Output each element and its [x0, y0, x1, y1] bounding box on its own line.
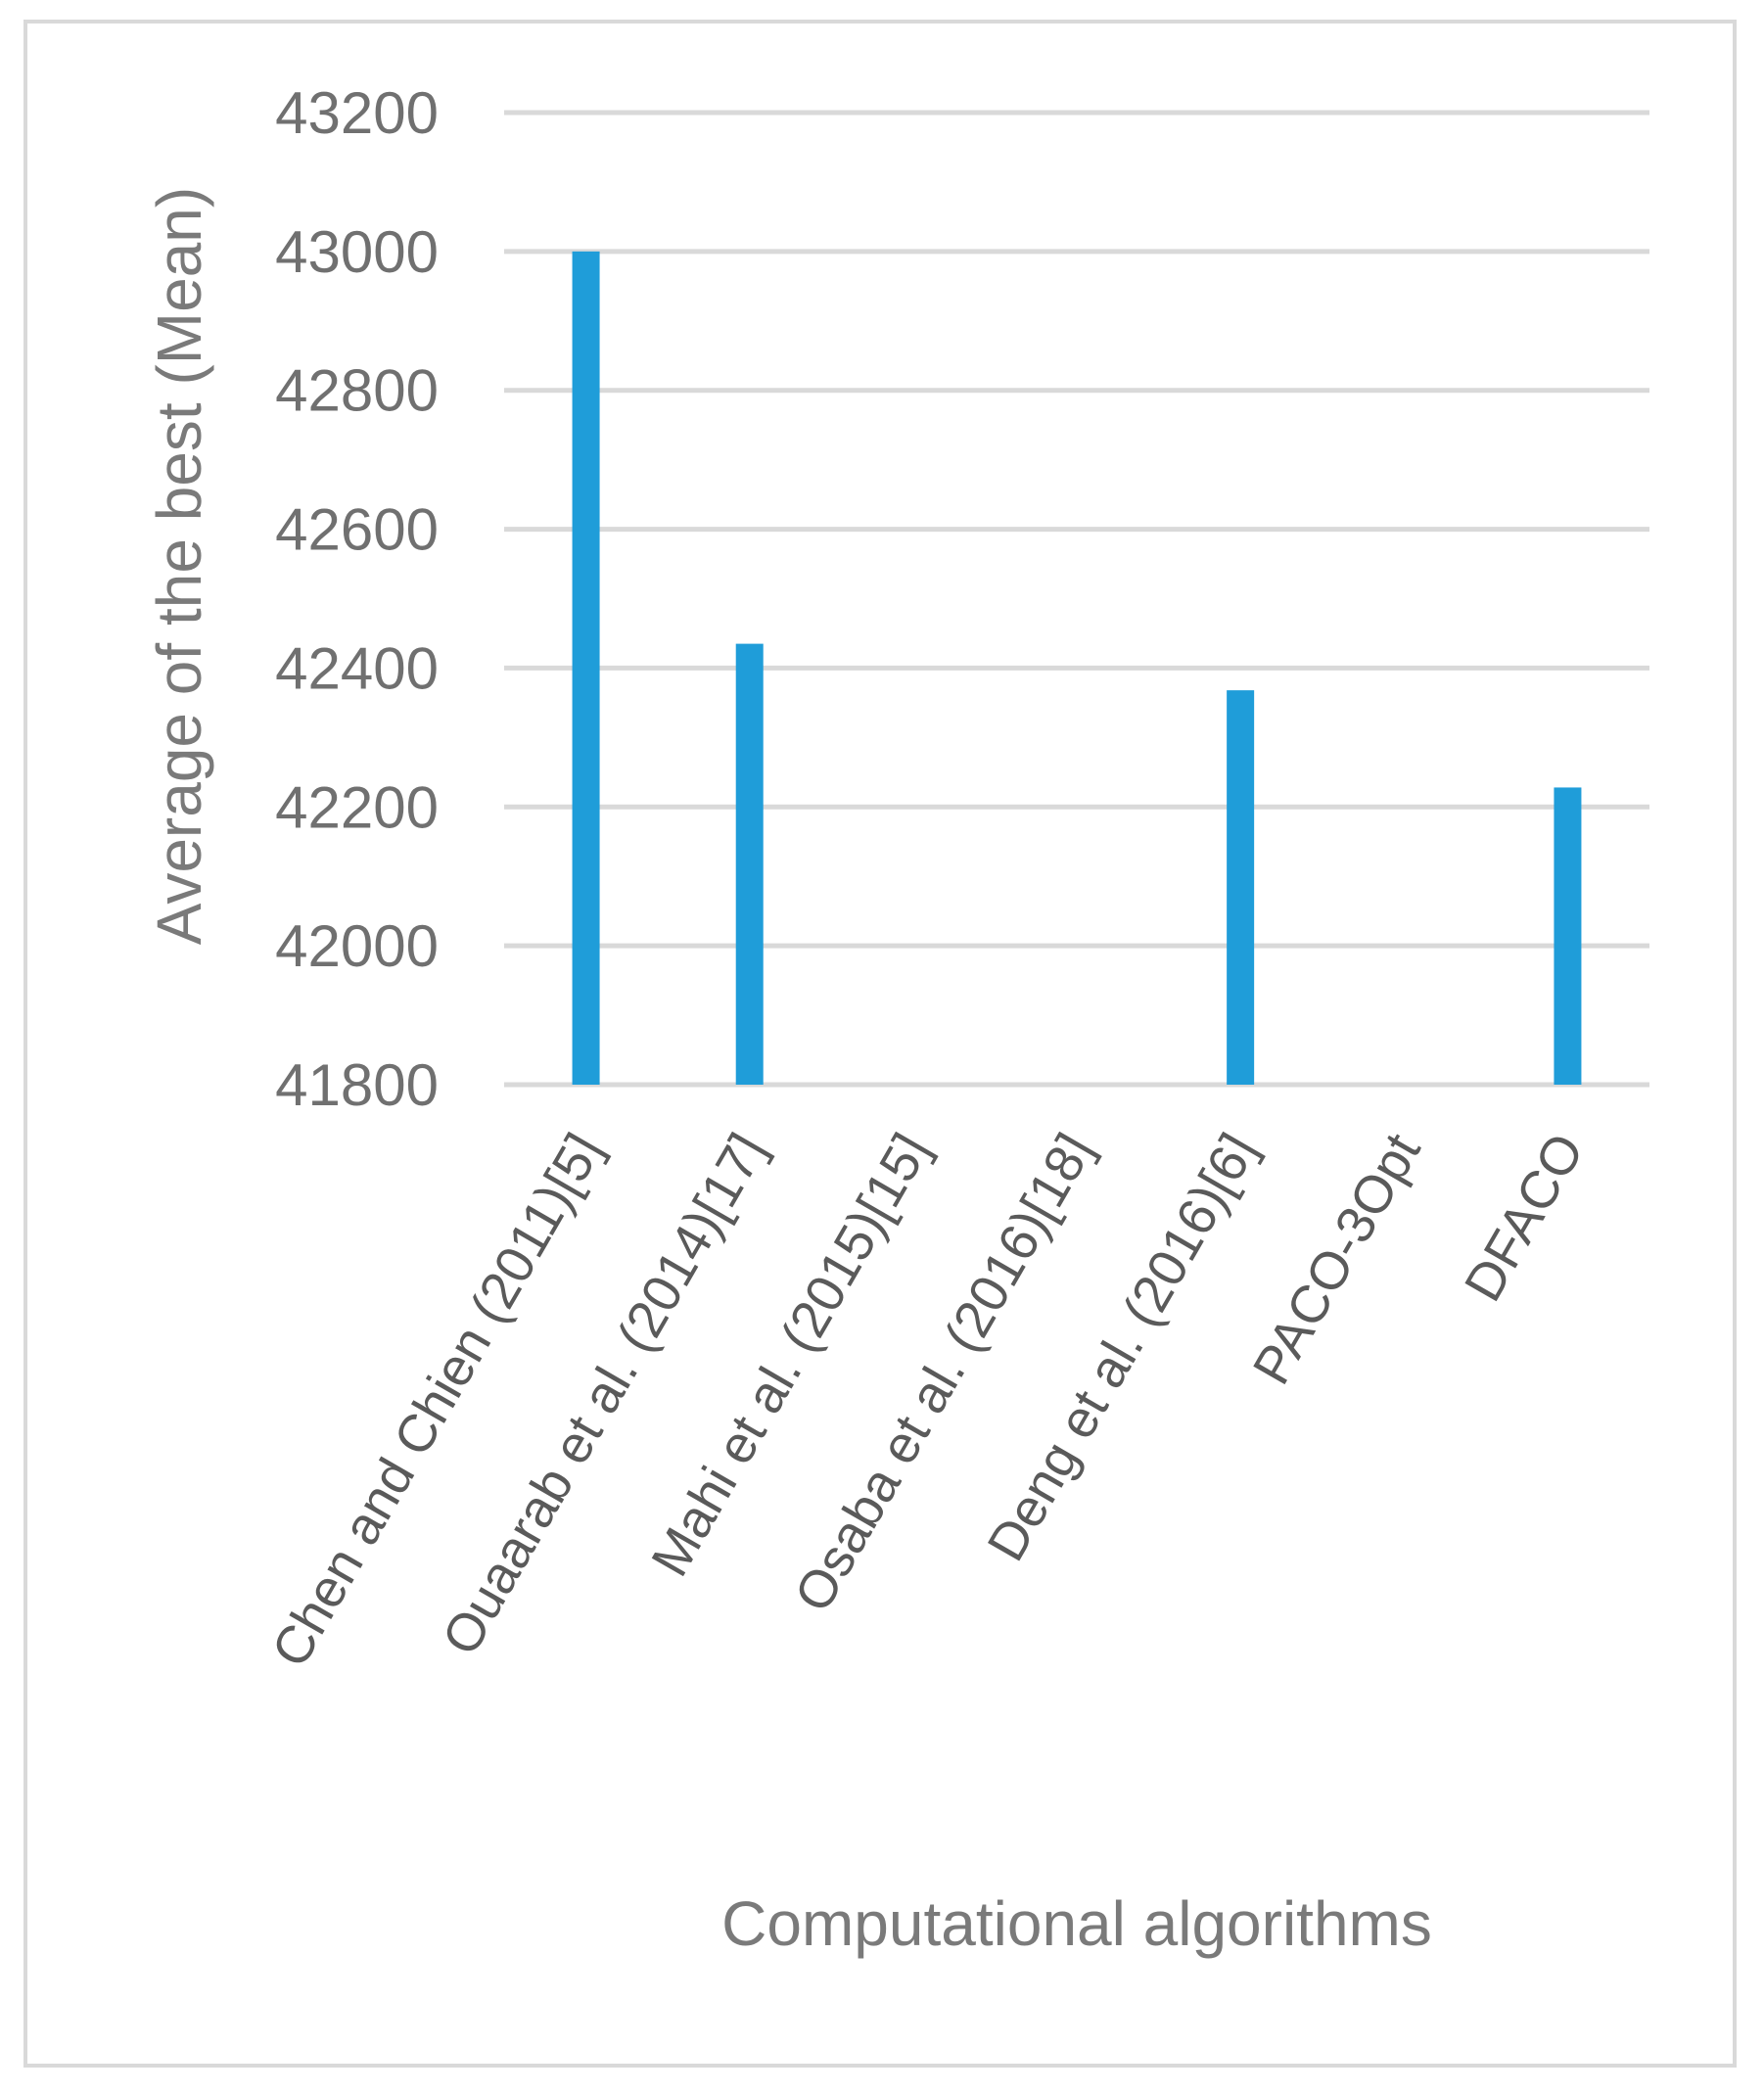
x-axis-title: Computational algorithms — [721, 1888, 1432, 1959]
y-tick-label: 42400 — [275, 635, 439, 701]
y-tick-label: 42000 — [275, 913, 439, 979]
bar — [735, 643, 764, 1085]
y-tick-label: 41800 — [275, 1052, 439, 1118]
category-label: Ouaarab et al. (2014)[17] — [431, 1124, 777, 1665]
bar — [1227, 690, 1255, 1085]
chart-frame — [23, 20, 1737, 2068]
y-tick-label: 42200 — [275, 774, 439, 840]
bar — [572, 251, 600, 1085]
category-label: DFACO — [1454, 1124, 1596, 1311]
y-tick-label: 42600 — [275, 497, 439, 563]
category-label: PACO-3Opt — [1242, 1124, 1432, 1394]
y-tick-labels: 41800 42000 42200 42400 42600 42800 43000 43200 — [275, 80, 439, 1118]
y-tick-label: 43200 — [275, 80, 439, 146]
category-label: Chen and Chien (2011)[5] — [260, 1124, 614, 1677]
y-tick-label: 42800 — [275, 358, 439, 424]
category-labels: Chen and Chien (2011)[5]Ouaarab et al. (… — [260, 1124, 1596, 1677]
y-tick-label: 43000 — [275, 219, 439, 285]
bar — [1554, 787, 1582, 1085]
y-axis-title: Average of the best (Mean) — [144, 187, 214, 945]
category-label: Osaba et al. (2016)[18] — [783, 1124, 1104, 1621]
bars — [572, 251, 1582, 1085]
gridlines — [504, 110, 1649, 1088]
